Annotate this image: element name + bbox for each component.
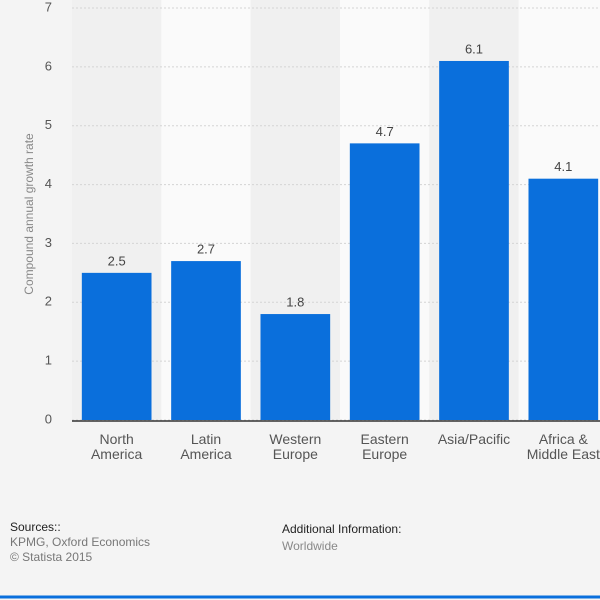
x-tick-label: Latin America [180, 431, 232, 462]
bar [171, 261, 241, 420]
x-tick-label: Western Europe [269, 431, 322, 462]
bar [528, 178, 599, 420]
value-label: 4.7 [376, 124, 394, 139]
value-label: 6.1 [465, 41, 483, 56]
source: KPMG, Oxford Economics [10, 535, 151, 549]
info-title: Additional Information: [282, 522, 402, 536]
bar [260, 314, 331, 420]
y-tick-label: 1 [45, 353, 52, 368]
y-tick-label: 0 [45, 411, 52, 426]
x-tick-label: North America [90, 431, 143, 462]
bar [349, 143, 420, 420]
y-tick-label: 6 [45, 58, 52, 73]
y-tick-label: 3 [45, 235, 52, 250]
source: © Statista 2015 [10, 550, 93, 564]
value-label: 2.5 [108, 253, 126, 268]
bar [439, 60, 509, 420]
y-tick-label: 5 [45, 117, 52, 132]
x-tick-label: Eastern Europe [360, 431, 409, 462]
info: Worldwide [282, 539, 338, 553]
sources-title: Sources:: [10, 520, 61, 534]
x-tick-label: Africa & Middle East [526, 431, 600, 462]
y-axis-label: Compound annual growth rate [22, 133, 36, 295]
x-tick-label: Asia/Pacific [437, 431, 511, 447]
y-tick-label: 4 [45, 176, 52, 191]
value-label: 1.8 [286, 294, 304, 309]
value-label: 2.7 [197, 242, 215, 257]
y-tick-label: 2 [45, 294, 52, 309]
bar [81, 272, 152, 420]
y-tick-label: 7 [45, 0, 52, 14]
value-label: 4.1 [554, 159, 572, 174]
